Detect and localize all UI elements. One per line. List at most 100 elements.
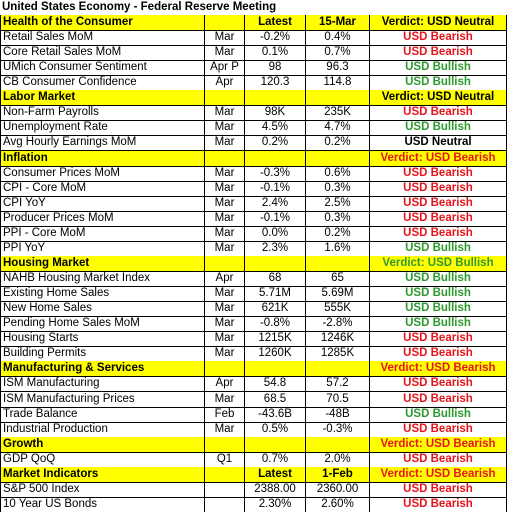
indicator-name: Producer Prices MoM	[0, 211, 205, 227]
period: Mar	[205, 286, 245, 302]
section-title: Inflation	[0, 151, 205, 167]
previous-value: 57.2	[306, 376, 370, 392]
verdict: USD Bearish	[370, 30, 507, 46]
indicator-name: CPI - Core MoM	[0, 181, 205, 197]
latest-value: 98K	[245, 105, 306, 121]
indicator-name: Consumer Prices MoM	[0, 166, 205, 182]
indicator-name: New Home Sales	[0, 301, 205, 317]
indicator-name: Non-Farm Payrolls	[0, 105, 205, 121]
period: Apr	[205, 376, 245, 392]
indicator-name: GDP QoQ	[0, 452, 205, 468]
period: Mar	[205, 316, 245, 332]
verdict: USD Bullish	[370, 271, 507, 287]
column-header	[306, 151, 370, 167]
indicator-name: Unemployment Rate	[0, 120, 205, 136]
verdict: USD Bearish	[370, 346, 507, 362]
latest-value: -43.6B	[245, 407, 306, 423]
indicator-name: Pending Home Sales MoM	[0, 316, 205, 332]
verdict: USD Bullish	[370, 316, 507, 332]
verdict: USD Bullish	[370, 301, 507, 317]
verdict: USD Bearish	[370, 211, 507, 227]
section-title: Housing Market	[0, 256, 205, 272]
column-header	[306, 437, 370, 453]
previous-value: 65	[306, 271, 370, 287]
period: Q1	[205, 452, 245, 468]
column-header	[245, 90, 306, 106]
sheet-title: United States Economy - Federal Reserve …	[0, 0, 507, 16]
latest-value: 2.4%	[245, 196, 306, 212]
column-header: 15-Mar	[306, 15, 370, 31]
indicator-name: Core Retail Sales MoM	[0, 45, 205, 61]
section-title: Market Indicators	[0, 467, 205, 483]
previous-value: -2.8%	[306, 316, 370, 332]
period: Mar	[205, 181, 245, 197]
indicator-name: PPI - Core MoM	[0, 226, 205, 242]
header-cell	[205, 151, 245, 167]
verdict: USD Bearish	[370, 331, 507, 347]
period: Mar	[205, 105, 245, 121]
section-verdict: Verdict: USD Bearish	[370, 361, 507, 377]
period: Mar	[205, 45, 245, 61]
period: Apr	[205, 75, 245, 91]
indicator-name: S&P 500 Index	[0, 482, 205, 498]
indicator-name: CPI YoY	[0, 196, 205, 212]
header-cell	[205, 256, 245, 272]
indicator-name: Industrial Production	[0, 422, 205, 438]
period: Mar	[205, 301, 245, 317]
column-header	[306, 90, 370, 106]
section-verdict: Verdict: USD Bearish	[370, 437, 507, 453]
period: Apr P	[205, 60, 245, 76]
previous-value: -0.3%	[306, 422, 370, 438]
latest-value: -0.1%	[245, 181, 306, 197]
section-verdict: Verdict: USD Neutral	[370, 90, 507, 106]
previous-value: 2.5%	[306, 196, 370, 212]
column-header	[245, 151, 306, 167]
indicator-name: NAHB Housing Market Index	[0, 271, 205, 287]
section-verdict: Verdict: USD Bearish	[370, 467, 507, 483]
period: Mar	[205, 422, 245, 438]
previous-value: 5.69M	[306, 286, 370, 302]
latest-value: -0.2%	[245, 30, 306, 46]
latest-value: 68.5	[245, 392, 306, 408]
period: Mar	[205, 346, 245, 362]
indicator-name: Existing Home Sales	[0, 286, 205, 302]
latest-value: -0.3%	[245, 166, 306, 182]
previous-value: 1246K	[306, 331, 370, 347]
latest-value: 68	[245, 271, 306, 287]
previous-value: 0.6%	[306, 166, 370, 182]
latest-value: -0.8%	[245, 316, 306, 332]
previous-value: 0.3%	[306, 211, 370, 227]
period: Mar	[205, 211, 245, 227]
indicator-name: Building Permits	[0, 346, 205, 362]
verdict: USD Neutral	[370, 135, 507, 151]
latest-value: 2.30%	[245, 497, 306, 512]
latest-value: -0.1%	[245, 211, 306, 227]
column-header	[245, 361, 306, 377]
header-cell	[205, 15, 245, 31]
verdict: USD Bearish	[370, 226, 507, 242]
indicator-name: UMich Consumer Sentiment	[0, 60, 205, 76]
verdict: USD Bearish	[370, 105, 507, 121]
indicator-name: ISM Manufacturing Prices	[0, 392, 205, 408]
column-header: Latest	[245, 15, 306, 31]
period: Mar	[205, 30, 245, 46]
latest-value: 2388.00	[245, 482, 306, 498]
indicator-name: PPI YoY	[0, 241, 205, 257]
section-verdict: Verdict: USD Bullish	[370, 256, 507, 272]
indicator-name: Trade Balance	[0, 407, 205, 423]
previous-value: 0.2%	[306, 135, 370, 151]
latest-value: 621K	[245, 301, 306, 317]
latest-value: 1260K	[245, 346, 306, 362]
latest-value: 0.7%	[245, 452, 306, 468]
verdict: USD Bullish	[370, 60, 507, 76]
previous-value: 555K	[306, 301, 370, 317]
previous-value: 1285K	[306, 346, 370, 362]
verdict: USD Bullish	[370, 241, 507, 257]
latest-value: 54.8	[245, 376, 306, 392]
header-cell	[205, 467, 245, 483]
period	[205, 497, 245, 512]
previous-value: 0.4%	[306, 30, 370, 46]
section-title: Health of the Consumer	[0, 15, 205, 31]
previous-value: 0.2%	[306, 226, 370, 242]
